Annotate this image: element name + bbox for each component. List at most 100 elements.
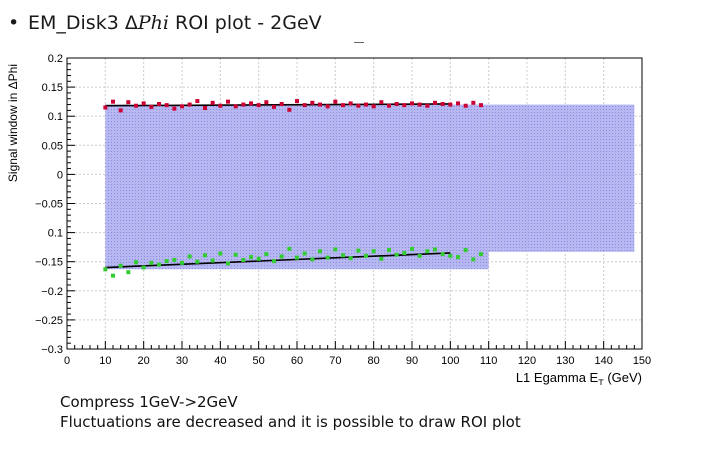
y-tick-label: −0.25 — [35, 315, 63, 327]
bullet-icon: • — [8, 12, 20, 34]
y-tick-label: −0.05 — [35, 199, 63, 211]
data-point — [272, 104, 276, 109]
data-point — [394, 101, 399, 106]
data-point — [387, 103, 391, 108]
data-point — [348, 101, 353, 106]
data-point — [417, 253, 422, 258]
data-point — [172, 257, 177, 262]
data-point — [394, 252, 399, 257]
roi-band — [488, 104, 635, 252]
y-tick-label: 0.1 — [48, 228, 63, 240]
data-point — [417, 102, 422, 107]
x-axis-title: L1 Egamma ET (GeV) — [516, 370, 642, 385]
data-point — [463, 248, 468, 253]
slide-title-phi: Phi — [137, 12, 169, 34]
data-point — [233, 252, 238, 257]
data-point — [149, 104, 154, 109]
caption-line-2: Fluctuations are decreased and it is pos… — [60, 413, 521, 431]
y-tick-label: 0.2 — [48, 53, 63, 65]
data-point — [226, 99, 230, 104]
data-point — [333, 247, 338, 252]
x-tick-label: 80 — [368, 355, 380, 367]
x-tick-label: 120 — [518, 355, 536, 367]
x-tick-label: 60 — [291, 355, 303, 367]
data-point — [410, 246, 414, 251]
data-point — [218, 251, 223, 256]
data-point — [425, 249, 430, 254]
data-point — [356, 103, 361, 108]
data-point — [180, 260, 184, 265]
data-point — [440, 252, 445, 257]
fit-line — [105, 103, 451, 107]
x-tick-label: 30 — [176, 355, 188, 367]
data-point — [241, 102, 246, 107]
data-point — [195, 259, 200, 264]
data-point — [126, 100, 131, 105]
x-tick-label: 110 — [480, 355, 498, 367]
data-point — [111, 273, 115, 278]
data-point — [310, 257, 315, 262]
roi-band — [105, 104, 489, 270]
data-point — [295, 99, 299, 104]
data-point — [310, 100, 315, 105]
data-point — [348, 256, 353, 261]
data-point — [141, 265, 146, 270]
data-point — [448, 253, 453, 258]
data-point — [356, 248, 361, 253]
data-point — [402, 250, 407, 255]
x-tick-label: 50 — [253, 355, 265, 367]
data-point — [433, 247, 437, 252]
data-point — [134, 103, 138, 108]
data-point — [187, 102, 192, 107]
data-point — [287, 107, 292, 112]
fit-line — [105, 252, 451, 269]
data-point — [279, 101, 284, 106]
data-point — [371, 104, 376, 109]
data-point — [287, 246, 292, 251]
caption: Compress 1GeV->2GeV Fluctuations are dec… — [60, 392, 521, 432]
data-point — [103, 105, 108, 110]
x-tick-label: 70 — [329, 355, 341, 367]
data-point — [141, 101, 146, 106]
data-point — [264, 100, 269, 105]
data-point — [218, 103, 223, 108]
data-point — [433, 100, 437, 105]
data-point — [172, 106, 177, 111]
data-point — [187, 254, 192, 259]
data-point — [318, 102, 322, 107]
slide-title-suffix: ROI plot - 2GeV — [168, 12, 322, 34]
data-point — [471, 100, 476, 105]
x-tick-label: 40 — [214, 355, 226, 367]
y-tick-label: −0.3 — [41, 344, 63, 356]
data-point — [279, 254, 284, 259]
data-point — [325, 104, 330, 109]
data-point — [440, 101, 445, 106]
data-point — [210, 258, 215, 263]
data-point — [456, 255, 460, 260]
y-tick-label: 0.1 — [48, 111, 63, 123]
caption-line-1: Compress 1GeV->2GeV — [60, 393, 238, 411]
data-point — [157, 262, 161, 267]
x-tick-label: 90 — [406, 355, 418, 367]
data-point — [118, 263, 123, 268]
data-point — [325, 255, 330, 260]
data-point — [241, 257, 246, 262]
x-tick-label: 100 — [441, 355, 459, 367]
data-point — [302, 103, 307, 108]
data-point — [456, 101, 460, 106]
data-point — [149, 260, 154, 265]
data-point — [371, 249, 376, 254]
data-point — [425, 103, 430, 108]
data-point — [341, 103, 345, 108]
data-point — [103, 267, 108, 272]
data-point — [233, 104, 238, 109]
data-point — [302, 251, 307, 256]
x-tick-label: 10 — [99, 355, 111, 367]
y-tick-label: −0.15 — [35, 257, 63, 269]
slide-title-prefix: EM_Disk3 Δ — [28, 12, 138, 34]
data-point — [479, 103, 483, 108]
x-tick-label: 140 — [594, 355, 612, 367]
x-tick-label: 0 — [64, 355, 70, 367]
title-dash-mark — [354, 42, 364, 43]
x-tick-label: 20 — [138, 355, 150, 367]
